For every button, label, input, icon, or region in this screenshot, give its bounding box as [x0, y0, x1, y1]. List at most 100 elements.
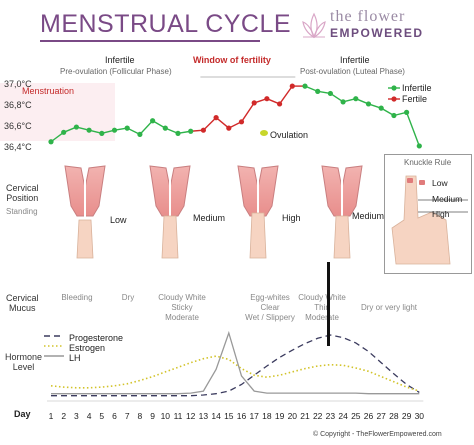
- temperature-point: [137, 131, 143, 137]
- pre-ovulation-subtitle: Pre-ovulation (Follicular Phase): [60, 67, 172, 76]
- day-tick-label: 11: [173, 411, 183, 421]
- temperature-point: [264, 96, 270, 102]
- legend-progesterone-label: Progesterone: [69, 333, 124, 343]
- day-axis-label: Day: [14, 409, 31, 419]
- temperature-point: [188, 128, 194, 134]
- brand-name-bottom: EMPOWERED: [330, 26, 424, 40]
- temperature-line-segment: [279, 85, 293, 105]
- day-tick-label: 2: [61, 411, 67, 421]
- day-tick-label: 26: [363, 411, 374, 421]
- temperature-point: [365, 101, 372, 107]
- cervix-medium-illustration: [149, 165, 191, 259]
- cervix-low-illustration: [64, 165, 106, 259]
- position-label-medium: Medium: [193, 213, 226, 223]
- y-tick-label: 36,6°C: [4, 121, 32, 131]
- knuckle-label-high: High: [432, 209, 450, 219]
- knuckle-label-medium: Medium: [432, 194, 463, 204]
- day-tick-label: 3: [74, 411, 79, 421]
- mucus-bleeding: Bleeding: [61, 293, 93, 302]
- temperature-point: [391, 112, 397, 119]
- mucus-egg-white: Egg-whites Clear Wet / Slippery: [245, 293, 295, 322]
- temperature-point: [124, 125, 130, 131]
- mucus-dry: Dry: [121, 293, 135, 302]
- day-tick-label: 19: [274, 411, 285, 421]
- day-tick-label: 28: [389, 411, 399, 421]
- day-tick-label: 15: [224, 411, 234, 421]
- temperature-point: [289, 83, 295, 89]
- cervix-high-illustration: [237, 165, 279, 259]
- post-ovulation-title: Infertile: [340, 55, 370, 65]
- temperature-point: [61, 129, 67, 135]
- temperature-point: [340, 99, 346, 105]
- temperature-point: [111, 127, 118, 133]
- day-tick-label: 10: [160, 411, 171, 421]
- ovulation-label: Ovulation: [270, 130, 309, 140]
- knuckle-hand-illustration: [391, 175, 468, 265]
- cervix-illustrations: [64, 165, 363, 259]
- temperature-point: [73, 124, 79, 130]
- mucus-dry-light: Dry or very light: [360, 303, 417, 312]
- knuckle-rule-title: Knuckle Rule: [404, 158, 452, 167]
- temperature-point: [99, 130, 105, 136]
- day-tick-label: 21: [300, 411, 310, 421]
- temperature-point: [315, 88, 321, 94]
- temperature-point: [48, 139, 54, 145]
- temperature-point: [378, 105, 384, 111]
- vertical-marker-bar: [327, 262, 330, 346]
- day-tick-label: 29: [401, 411, 412, 421]
- hormone-chart: [44, 330, 424, 402]
- temperature-point: [175, 130, 181, 136]
- day-tick-label: 7: [124, 411, 130, 421]
- legend-lh-label: LH: [69, 353, 81, 363]
- temperature-point: [150, 118, 156, 124]
- mucus-cloudy-thin: Cloudy White Thin Moderate: [298, 293, 346, 322]
- ovulation-egg-icon: [260, 130, 268, 136]
- day-tick-label: 12: [185, 411, 196, 421]
- menstruation-label: Menstruation: [22, 86, 75, 96]
- y-tick-label: 36,8°C: [4, 100, 32, 110]
- day-tick-label: 14: [211, 411, 221, 421]
- y-tick-label: 37,0°C: [4, 79, 32, 89]
- hormone-series-lh: [51, 330, 420, 395]
- position-label-medium-late: Medium: [352, 211, 385, 221]
- position-label-low: Low: [110, 215, 127, 225]
- legend-estrogen-label: Estrogen: [69, 343, 106, 353]
- pre-ovulation-title: Infertile: [105, 55, 135, 65]
- temperature-line-segment: [202, 117, 217, 131]
- lotus-logo-icon: [302, 12, 326, 39]
- temperature-point: [226, 125, 232, 131]
- day-tick-label: 16: [236, 411, 247, 421]
- copyright-text: © Copyright - TheFlowerEmpowered.com: [313, 431, 442, 438]
- day-tick-label: 8: [137, 411, 143, 421]
- page-title: MENSTRUAL CYCLE: [40, 10, 292, 38]
- temperature-point: [404, 109, 410, 115]
- legend-infertile-marker: [391, 85, 397, 91]
- title-underline: [40, 40, 260, 42]
- temperature-line-segment: [215, 117, 230, 129]
- day-tick-label: 18: [262, 411, 272, 421]
- row-label-cervical-position: Cervical Position: [6, 183, 39, 203]
- post-ovulation-subtitle: Post-ovulation (Luteal Phase): [300, 67, 405, 76]
- temperature-point: [238, 119, 245, 125]
- y-tick-label: 36,4°C: [4, 142, 32, 152]
- day-tick-label: 13: [198, 411, 209, 421]
- temperature-point: [416, 143, 422, 149]
- day-tick-label: 17: [249, 411, 259, 421]
- knuckle-label-low: Low: [432, 178, 448, 188]
- day-tick-label: 22: [312, 411, 323, 421]
- mucus-cloudy-sticky: Cloudy White Sticky Moderate: [158, 293, 206, 322]
- legend-fertile-marker: [391, 96, 397, 102]
- temperature-line-segment: [50, 131, 65, 143]
- day-tick-label: 25: [351, 411, 361, 421]
- fertile-window-bracket: [200, 76, 296, 78]
- day-tick-label: 6: [112, 411, 117, 421]
- hormone-series-progesterone: [51, 334, 420, 397]
- cervix-medium-late-illustration: [321, 165, 363, 259]
- day-tick-label: 9: [150, 411, 155, 421]
- day-tick-label: 1: [48, 411, 54, 421]
- day-tick-label: 30: [414, 411, 425, 421]
- temperature-point: [213, 115, 219, 121]
- day-tick-label: 5: [99, 411, 105, 421]
- temperature-chart: [48, 76, 422, 149]
- position-label-high: High: [282, 213, 301, 223]
